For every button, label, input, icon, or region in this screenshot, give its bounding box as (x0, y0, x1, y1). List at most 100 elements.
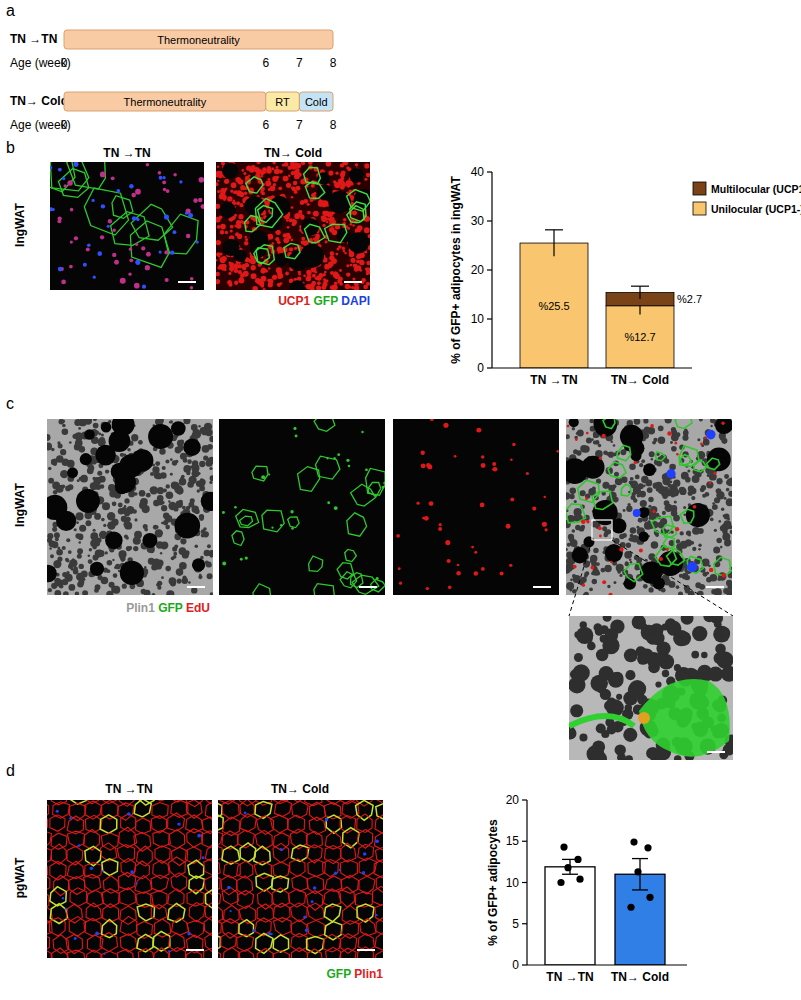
signal (664, 500, 670, 506)
signal (161, 505, 167, 511)
signal (346, 272, 350, 276)
signal (338, 245, 342, 249)
signal (216, 171, 218, 174)
signal (714, 497, 720, 503)
phase-label: RT (275, 96, 290, 108)
signal (113, 229, 116, 232)
tick-label: 20 (471, 263, 485, 277)
signal (293, 181, 297, 185)
signal (670, 531, 673, 534)
panel-letter: a (6, 2, 15, 19)
signal (192, 470, 200, 478)
micrograph (47, 419, 213, 595)
signal (62, 459, 69, 466)
signal (65, 558, 69, 562)
signal (216, 272, 220, 276)
signal (289, 247, 293, 251)
signal (222, 163, 238, 179)
signal (275, 230, 280, 235)
signal (647, 487, 653, 493)
signal (366, 261, 370, 266)
signal (162, 181, 166, 185)
signal (235, 282, 238, 285)
signal (59, 584, 64, 589)
signal (290, 510, 293, 513)
signal (186, 471, 190, 475)
signal (118, 550, 126, 558)
signal (333, 457, 335, 459)
signal (62, 428, 69, 435)
signal (131, 434, 138, 441)
signal (728, 491, 732, 496)
signal (301, 240, 306, 245)
signal (201, 529, 206, 534)
signal (456, 571, 461, 576)
signal (300, 216, 304, 220)
signal (648, 587, 653, 592)
tick-label: 6 (262, 118, 269, 132)
signal (679, 487, 686, 494)
signal (710, 425, 712, 427)
signal (667, 483, 671, 487)
stain-name: DAPI (338, 294, 370, 308)
tick-label: 7 (296, 56, 303, 70)
cell-outline (345, 549, 357, 561)
signal (287, 226, 290, 229)
signal (79, 419, 87, 426)
tick-label: 40 (471, 165, 485, 179)
background (50, 162, 204, 290)
signal (361, 278, 365, 282)
signal (69, 584, 76, 591)
signal (90, 562, 104, 576)
signal (122, 584, 127, 589)
signal (181, 475, 185, 479)
signal (326, 457, 328, 459)
signal (353, 263, 358, 268)
signal (135, 189, 141, 195)
signal (621, 476, 628, 483)
signal (291, 196, 293, 198)
signal (445, 540, 450, 545)
signal (716, 478, 722, 484)
legend-swatch (693, 202, 706, 215)
signal (186, 234, 190, 238)
signal (676, 585, 680, 589)
micrograph (566, 419, 732, 595)
signal (244, 241, 248, 245)
signal (128, 272, 131, 275)
cell-outline (352, 575, 379, 594)
signal (188, 581, 191, 584)
cell-outline (256, 245, 274, 265)
axis-label: Age (week) (10, 118, 71, 132)
signal (335, 253, 338, 256)
signal (216, 171, 222, 177)
signal (648, 497, 653, 502)
signal (266, 168, 272, 174)
cell-outline (284, 243, 300, 258)
background (566, 419, 732, 595)
signal (277, 273, 283, 279)
signal (570, 488, 577, 495)
signal (300, 200, 305, 205)
signal (62, 546, 66, 550)
signal (448, 586, 452, 590)
signal (132, 216, 136, 220)
signal (730, 530, 732, 534)
signal (311, 184, 315, 188)
signal (174, 485, 182, 493)
signal (315, 277, 318, 280)
signal (277, 240, 281, 244)
signal (57, 547, 60, 550)
signal (291, 171, 295, 175)
signal (187, 459, 192, 464)
signal (193, 430, 201, 438)
signal (366, 173, 370, 178)
signal (572, 574, 576, 578)
signal (183, 419, 190, 424)
signal (592, 486, 596, 490)
signal (202, 445, 210, 453)
signal (53, 462, 57, 466)
signal (192, 558, 205, 571)
signal (165, 459, 169, 463)
signal (100, 172, 106, 178)
